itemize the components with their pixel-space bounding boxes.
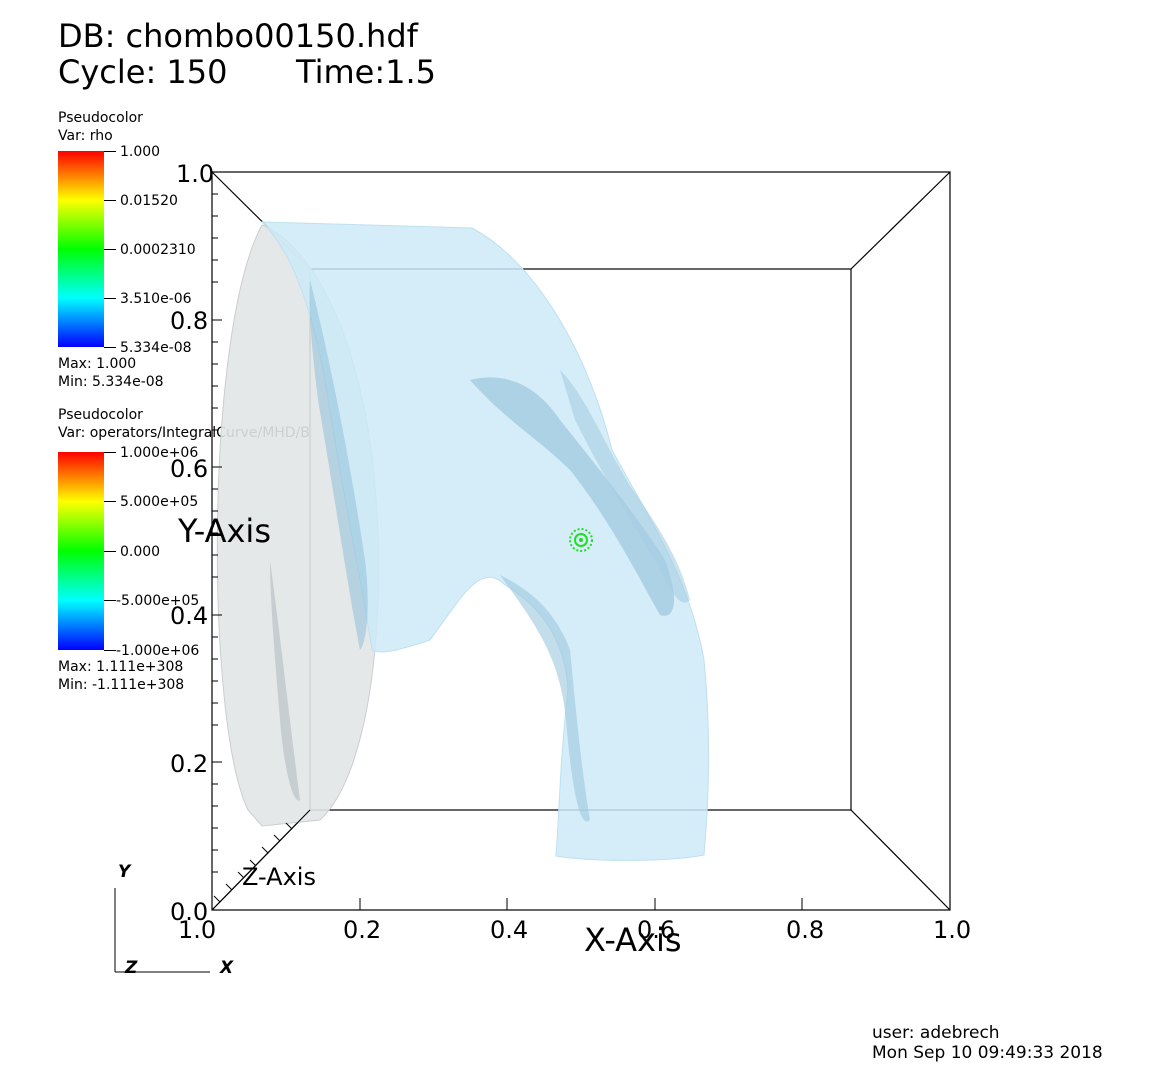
seed-point-icon bbox=[569, 528, 593, 552]
isosurface-ribbon bbox=[309, 280, 368, 650]
colorbar-tick bbox=[104, 501, 116, 502]
y-axis-ticks bbox=[212, 171, 222, 911]
colorbar-tick-label: 0.000 bbox=[120, 544, 161, 560]
colorbar-tick-label: -1.000e+06 bbox=[116, 643, 200, 659]
colorbar-tick-label: 1.000e+06 bbox=[120, 445, 199, 461]
colorbar-tick-label: 0.0002310 bbox=[120, 242, 196, 258]
legend-plot-type: Pseudocolor bbox=[58, 110, 143, 126]
legend-min: Min: 5.334e-08 bbox=[58, 374, 164, 390]
x-tick-label: 0.6 bbox=[637, 916, 676, 944]
triad-z-label: Z bbox=[125, 958, 138, 978]
x-tick-label: 1.0 bbox=[933, 916, 972, 944]
isosurface-ribbon bbox=[470, 377, 675, 616]
triad-y-label: Y bbox=[118, 862, 131, 882]
colorbar bbox=[58, 151, 104, 347]
x-tick-label: 0.4 bbox=[490, 916, 529, 944]
y-tick-label: 0.2 bbox=[170, 750, 209, 778]
axis-triad bbox=[114, 888, 210, 973]
legend-plot-type: Pseudocolor bbox=[58, 407, 143, 423]
x-tick-label: 0.8 bbox=[786, 916, 825, 944]
z-axis-ticks bbox=[211, 809, 311, 911]
y-tick-label: 0.0 bbox=[170, 898, 209, 926]
colorbar-tick-label: 3.510e-06 bbox=[120, 291, 192, 307]
cycle-label: Cycle: 150 bbox=[58, 53, 228, 91]
x-axis-title: X-Axis bbox=[584, 921, 682, 959]
colorbar-tick bbox=[104, 200, 116, 201]
y-tick-label: 0.6 bbox=[170, 455, 209, 483]
legend-min: Min: -1.111e+308 bbox=[58, 677, 185, 693]
z-axis-title: Z-Axis bbox=[242, 863, 316, 891]
colorbar-tick-label: 0.01520 bbox=[120, 193, 178, 209]
user-label: user: adebrech bbox=[872, 1023, 1000, 1043]
timestamp-label: Mon Sep 10 09:49:33 2018 bbox=[872, 1043, 1103, 1063]
x-tick-label: 1.0 bbox=[178, 916, 217, 944]
colorbar-tick-label: 5.000e+05 bbox=[120, 494, 199, 510]
x-tick-label: 0.2 bbox=[343, 916, 382, 944]
colorbar-tick-label: -5.000e+05 bbox=[116, 593, 200, 609]
x-axis-ticks bbox=[211, 898, 951, 910]
colorbar-tick bbox=[104, 452, 116, 453]
legend-variable: Var: rho bbox=[58, 128, 113, 144]
colorbar-tick bbox=[104, 551, 116, 552]
isosurface-ribbon bbox=[560, 370, 690, 603]
database-title: DB: chombo00150.hdf bbox=[58, 17, 418, 55]
isosurface-ribbon bbox=[500, 575, 590, 822]
y-tick-label: 1.0 bbox=[176, 160, 215, 188]
colorbar-tick bbox=[104, 298, 116, 299]
colorbar bbox=[58, 452, 104, 650]
y-tick-label: 0.4 bbox=[170, 602, 209, 630]
colorbar-tick bbox=[104, 650, 116, 651]
colorbar-tick bbox=[104, 151, 116, 152]
y-tick-label: 0.8 bbox=[170, 307, 209, 335]
time-label: Time:1.5 bbox=[296, 53, 436, 91]
isosurface-ribbon bbox=[270, 560, 300, 801]
y-axis-title: Y-Axis bbox=[178, 512, 271, 550]
colorbar-tick bbox=[104, 600, 116, 601]
colorbar-tick bbox=[104, 347, 116, 348]
legend-max: Max: 1.000 bbox=[58, 356, 137, 372]
colorbar-tick-label: 5.334e-08 bbox=[120, 340, 192, 356]
colorbar-tick-label: 1.000 bbox=[120, 144, 161, 160]
legend-max: Max: 1.111e+308 bbox=[58, 659, 184, 675]
triad-x-label: X bbox=[220, 958, 234, 978]
colorbar-tick bbox=[104, 249, 116, 250]
